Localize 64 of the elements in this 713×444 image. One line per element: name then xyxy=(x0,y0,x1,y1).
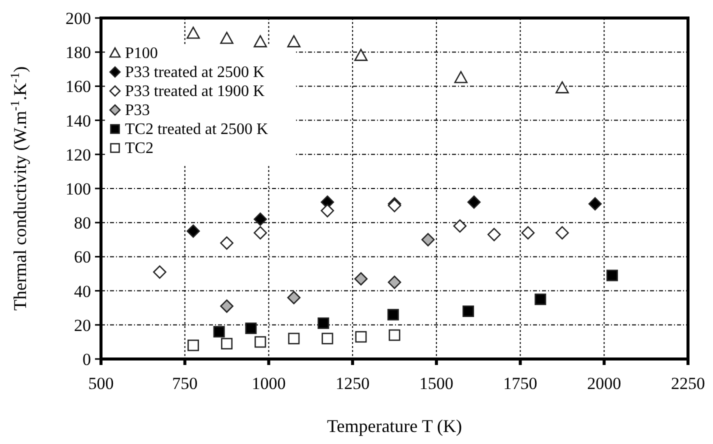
point xyxy=(487,228,501,242)
legend-label: P33 treated at 2500 K xyxy=(125,64,265,81)
legend-label: TC2 treated at 2500 K xyxy=(125,121,269,138)
y-tick-label: 80 xyxy=(74,214,91,233)
x-tick-label: 750 xyxy=(172,374,198,393)
point xyxy=(221,338,233,350)
x-tick-label: 1250 xyxy=(336,374,370,393)
point xyxy=(320,204,334,218)
point xyxy=(213,326,225,338)
y-tick-label: 140 xyxy=(66,111,91,130)
y-tick-label: 160 xyxy=(66,77,91,96)
point xyxy=(534,294,546,306)
y-tick-label: 200 xyxy=(66,9,91,28)
point xyxy=(254,336,266,348)
x-tick-label: 2250 xyxy=(671,374,705,393)
point xyxy=(388,276,402,289)
point xyxy=(556,226,569,240)
x-tick-label: 1750 xyxy=(503,374,538,393)
point xyxy=(355,331,367,343)
point xyxy=(220,299,234,313)
point xyxy=(354,48,368,61)
point xyxy=(318,317,330,329)
x-tick-label: 1500 xyxy=(419,374,454,393)
point xyxy=(388,329,400,341)
point xyxy=(254,35,267,48)
point xyxy=(245,322,257,334)
point xyxy=(454,71,468,84)
point xyxy=(153,265,166,279)
point xyxy=(462,306,474,318)
point xyxy=(606,270,618,282)
y-tick-label: 100 xyxy=(66,180,91,198)
y-tick-label: 180 xyxy=(66,43,91,62)
point xyxy=(467,195,481,209)
point xyxy=(387,308,399,320)
point xyxy=(254,226,267,240)
point xyxy=(287,35,301,48)
point xyxy=(421,233,435,246)
y-tick-label: 60 xyxy=(74,248,91,267)
x-tick-label: 500 xyxy=(88,374,114,393)
point xyxy=(588,197,602,210)
point xyxy=(354,272,368,286)
legend-label: P33 xyxy=(125,102,150,119)
legend-label: P33 treated at 1900 K xyxy=(125,83,265,100)
y-tick-label: 40 xyxy=(74,282,91,301)
point xyxy=(220,236,234,250)
point xyxy=(187,340,199,352)
x-tick-label: 1000 xyxy=(252,374,286,393)
legend-label: TC2 xyxy=(125,140,154,157)
y-tick-label: 0 xyxy=(82,350,91,369)
point xyxy=(453,219,467,233)
point xyxy=(186,224,200,238)
x-tick-label: 2000 xyxy=(587,374,622,393)
y-tick-label: 20 xyxy=(74,316,91,335)
legend-label: P100 xyxy=(125,45,158,62)
point xyxy=(322,332,334,344)
point xyxy=(186,26,200,39)
point xyxy=(556,81,569,94)
y-tick-label: 120 xyxy=(66,145,91,164)
point xyxy=(521,226,535,240)
x-axis-title: Temperature T (K) xyxy=(326,416,462,436)
point xyxy=(220,32,234,44)
point xyxy=(287,290,301,304)
point xyxy=(254,212,267,226)
point xyxy=(288,332,300,344)
